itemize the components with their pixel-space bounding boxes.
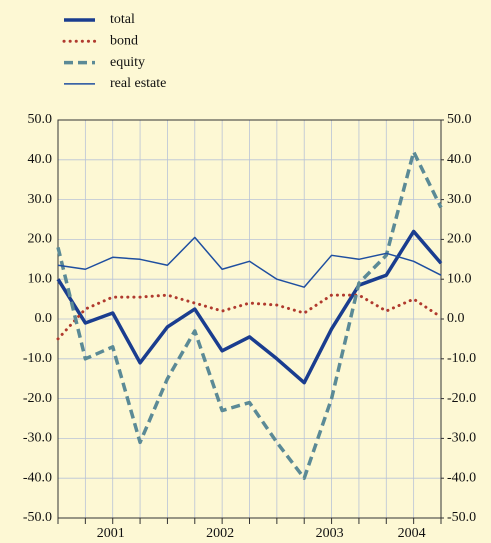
y2-tick-label: -40.0: [447, 470, 476, 485]
series-line: [56, 293, 443, 341]
y2-tick-label: -30.0: [447, 431, 476, 446]
y-tick-label: 40.0: [28, 152, 53, 167]
y-tick-label: 0.0: [35, 311, 53, 326]
legend-label: bond: [110, 34, 138, 49]
x-tick-label: 2003: [316, 526, 344, 541]
legend-label: total: [110, 12, 135, 27]
y-tick-label: 30.0: [28, 192, 53, 207]
series-line: [56, 150, 443, 480]
x-tick-label: 2001: [97, 526, 125, 541]
x-tick-label: 2002: [206, 526, 234, 541]
y2-tick-label: 10.0: [447, 271, 472, 286]
y-tick-label: -40.0: [23, 470, 52, 485]
series-line: [56, 229, 443, 385]
y-tick-label: -30.0: [23, 431, 52, 446]
y2-tick-label: -10.0: [447, 351, 476, 366]
legend-label: real estate: [110, 76, 166, 91]
y2-tick-label: 0.0: [447, 311, 465, 326]
y2-tick-label: 50.0: [447, 112, 472, 127]
y-tick-label: -10.0: [23, 351, 52, 366]
y2-tick-label: -50.0: [447, 510, 476, 525]
y-tick-label: -20.0: [23, 391, 52, 406]
y-tick-label: 20.0: [28, 232, 53, 247]
legend-label: equity: [110, 55, 145, 70]
y2-tick-label: 20.0: [447, 232, 472, 247]
y2-tick-label: -20.0: [447, 391, 476, 406]
series-line: [57, 236, 442, 288]
x-tick-label: 2004: [398, 526, 426, 541]
y-tick-label: 50.0: [28, 112, 53, 127]
y2-tick-label: 40.0: [447, 152, 472, 167]
y-tick-label: 10.0: [28, 271, 53, 286]
y-tick-label: -50.0: [23, 510, 52, 525]
y2-tick-label: 30.0: [447, 192, 472, 207]
